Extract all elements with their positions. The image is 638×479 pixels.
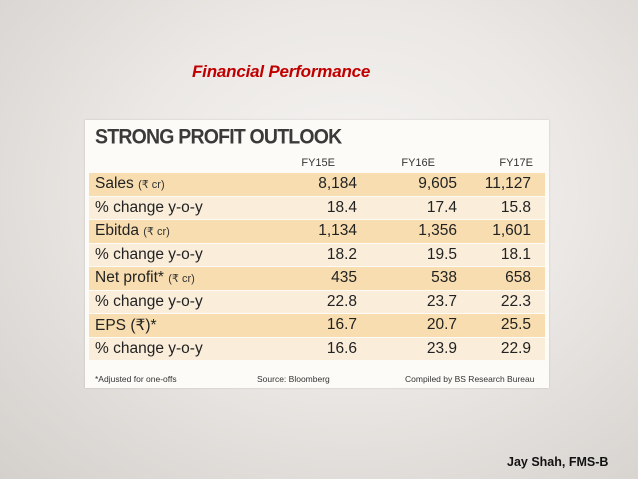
row-label: Sales (₹ cr) [95, 175, 165, 192]
cell-fy15e: 1,134 [318, 222, 357, 239]
column-header-fy17e: FY17E [499, 157, 533, 169]
table-row: EPS (₹)* 16.7 20.7 25.5 [89, 314, 545, 338]
table-row: % change y-o-y 16.6 23.9 22.9 [89, 337, 545, 361]
table-compiled-by: Compiled by BS Research Bureau [405, 374, 535, 384]
row-label: % change y-o-y [95, 245, 203, 263]
cell-fy16e: 19.5 [426, 245, 457, 263]
row-label: Ebitda (₹ cr) [95, 222, 170, 239]
table-row: Sales (₹ cr) 8,184 9,605 11,127 [89, 173, 545, 197]
cell-fy17e: 1,601 [492, 222, 531, 239]
table-row: Net profit* (₹ cr) 435 538 658 [89, 267, 545, 291]
cell-fy17e: 658 [505, 269, 531, 286]
cell-fy15e: 22.8 [326, 292, 357, 310]
cell-fy15e: 16.7 [326, 316, 357, 333]
table-body: Sales (₹ cr) 8,184 9,605 11,127 % change… [89, 173, 545, 361]
table-heading: STRONG PROFIT OUTLOOK [95, 125, 342, 149]
table-footnote: *Adjusted for one-offs [95, 374, 177, 384]
table-row: Ebitda (₹ cr) 1,134 1,356 1,601 [89, 220, 545, 244]
cell-fy16e: 9,605 [418, 175, 457, 192]
cell-fy15e: 16.6 [326, 339, 357, 357]
slide-title: Financial Performance [192, 62, 371, 81]
cell-fy15e: 8,184 [318, 175, 357, 192]
cell-fy17e: 15.8 [500, 198, 531, 216]
cell-fy15e: 18.4 [326, 198, 357, 216]
cell-fy17e: 22.3 [500, 292, 531, 310]
row-label: EPS (₹)* [95, 317, 157, 334]
table-row: % change y-o-y 18.2 19.5 18.1 [89, 243, 545, 267]
row-label: % change y-o-y [95, 292, 203, 310]
cell-fy16e: 538 [431, 269, 457, 286]
cell-fy16e: 1,356 [418, 222, 457, 239]
cell-fy16e: 17.4 [426, 198, 457, 216]
row-label: Net profit* (₹ cr) [95, 269, 195, 286]
cell-fy17e: 11,127 [484, 175, 531, 192]
profit-outlook-table: STRONG PROFIT OUTLOOK FY15E FY16E FY17E … [85, 120, 549, 388]
table-row: % change y-o-y 18.4 17.4 15.8 [89, 196, 545, 220]
column-header-fy15e: FY15E [301, 157, 335, 169]
author-credit: Jay Shah, FMS-B [507, 455, 609, 469]
table-row: % change y-o-y 22.8 23.7 22.3 [89, 290, 545, 314]
cell-fy17e: 18.1 [500, 245, 531, 263]
cell-fy16e: 23.7 [426, 292, 457, 310]
cell-fy15e: 18.2 [326, 245, 357, 263]
cell-fy16e: 20.7 [426, 316, 457, 333]
cell-fy16e: 23.9 [426, 339, 457, 357]
column-header-fy16e: FY16E [401, 157, 435, 169]
table-source: Source: Bloomberg [257, 374, 330, 384]
row-label: % change y-o-y [95, 198, 203, 216]
cell-fy17e: 22.9 [500, 339, 531, 357]
row-label: % change y-o-y [95, 339, 203, 357]
cell-fy15e: 435 [331, 269, 357, 286]
cell-fy17e: 25.5 [500, 316, 531, 333]
